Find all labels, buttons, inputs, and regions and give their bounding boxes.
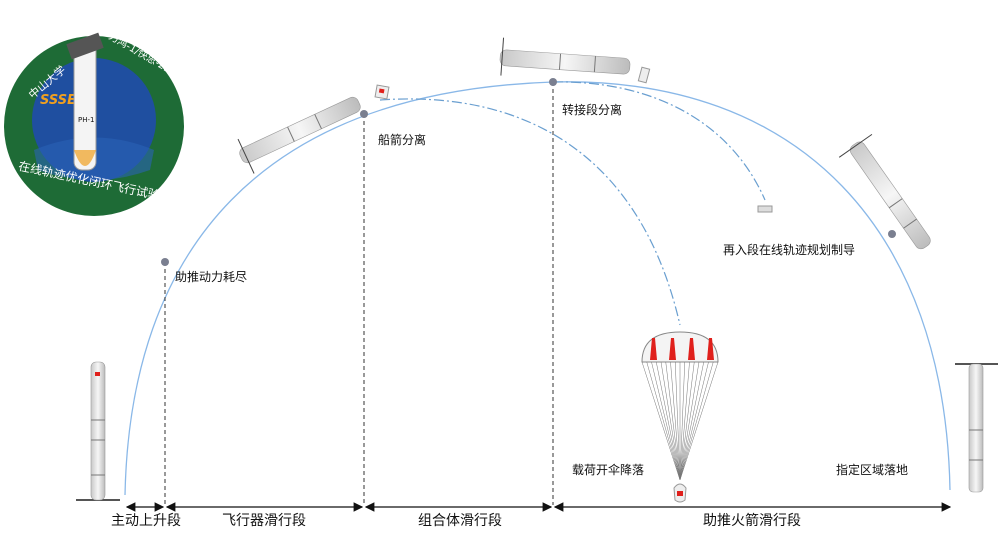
- adapter-dot: [549, 78, 557, 86]
- segment-label-ascent: 主动上升段: [111, 513, 181, 529]
- trajectory-arc: [124, 81, 951, 496]
- burnout-dot: [161, 258, 169, 266]
- rocket-descending: [838, 133, 931, 250]
- rocket-ascending: [237, 96, 361, 174]
- segment-label-combined-coast: 组合体滑行段: [418, 513, 502, 529]
- mission-logo: SSSE PH-1 在线轨迹优化闭环飞行试验 中山大学 力鸿-1/快思-2D: [4, 29, 184, 216]
- parachute-canopy: [641, 331, 719, 363]
- canopy-red-panel: [650, 338, 657, 360]
- suspension-line: [679, 361, 700, 481]
- separation-dot: [360, 110, 368, 118]
- reentry-dot: [888, 230, 896, 238]
- adapter-descent-path: [552, 81, 766, 201]
- label-designated-landing: 指定区域落地: [836, 463, 909, 477]
- suspension-line: [656, 361, 681, 481]
- suspension-line: [679, 361, 704, 481]
- svg-text:SSSE: SSSE: [40, 93, 76, 108]
- suspension-line: [679, 361, 685, 481]
- label-ship-rocket-separation: 船箭分离: [378, 133, 427, 147]
- segment-label-vehicle-coast: 飞行器滑行段: [222, 513, 306, 529]
- capsule-marking: [677, 491, 683, 496]
- suspension-line: [670, 361, 681, 481]
- rocket-on-pad: [76, 361, 120, 501]
- suspension-line: [641, 361, 681, 481]
- suspension-line: [679, 361, 690, 481]
- suspension-line: [679, 361, 714, 481]
- label-adapter-separation: 转接段分离: [562, 103, 623, 117]
- segment-label-booster-coast: 助推火箭滑行段: [703, 513, 801, 529]
- suspension-line: [675, 361, 681, 481]
- suspension-line: [679, 361, 719, 481]
- label-payload-parachute: 载荷开伞降落: [572, 463, 645, 477]
- rocket-at-apex: [499, 37, 631, 76]
- label-booster-burnout: 助推动力耗尽: [175, 270, 248, 284]
- canopy-red-panel: [669, 338, 676, 360]
- rocket-landed: [955, 363, 998, 493]
- adapter-piece: [637, 66, 651, 84]
- label-reentry-guidance: 再入段在线轨迹规划制导: [723, 243, 856, 257]
- suspension-line: [679, 361, 695, 481]
- svg-text:PH-1: PH-1: [78, 116, 94, 124]
- suspension-line: [665, 361, 681, 481]
- suspension-line: [679, 361, 709, 481]
- fairing-piece: [374, 84, 390, 100]
- payload-descent-path: [379, 98, 681, 326]
- suspension-line: [646, 361, 681, 481]
- suspension-line: [660, 361, 681, 481]
- adapter-falling: [757, 205, 773, 213]
- parachute: [641, 331, 719, 503]
- canopy-red-panel: [707, 338, 714, 360]
- canopy-red-panel: [688, 338, 695, 360]
- suspension-line: [651, 361, 681, 481]
